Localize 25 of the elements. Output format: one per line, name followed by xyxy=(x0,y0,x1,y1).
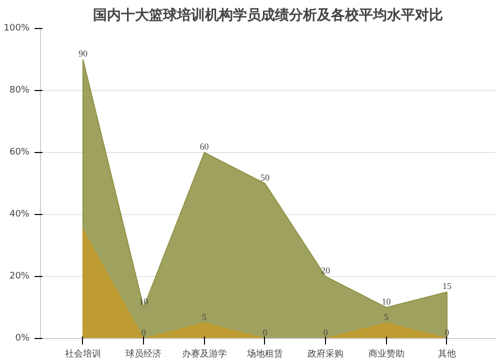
y-tick-label: 100% xyxy=(4,24,30,34)
data-label: 60 xyxy=(200,142,210,152)
x-tick-label: 球员经济 xyxy=(126,348,162,360)
data-label: 0 xyxy=(323,328,328,338)
x-tick-label: 商业赞助 xyxy=(368,348,404,360)
data-label: 50 xyxy=(260,172,270,182)
y-tick-label: 0% xyxy=(15,334,30,344)
y-tick-label: 80% xyxy=(9,86,30,96)
x-tick-label: 其他 xyxy=(438,348,456,360)
data-label: 0 xyxy=(141,328,146,338)
y-tick-label: 20% xyxy=(9,272,30,282)
data-label: 5 xyxy=(202,312,208,322)
x-tick-label: 场地租赁 xyxy=(246,348,283,360)
data-label: 5 xyxy=(384,312,390,322)
x-tick-label: 办赛及游学 xyxy=(182,348,227,360)
data-label: 20 xyxy=(321,266,331,276)
x-tick-label: 政府采购 xyxy=(308,348,344,360)
chart-title: 国内十大篮球培训机构学员成绩分析及各校平均水平对比 xyxy=(93,6,443,24)
data-label: 0 xyxy=(262,328,268,338)
y-tick-label: 60% xyxy=(9,148,30,158)
data-label: 15 xyxy=(442,281,452,291)
data-label: 90 xyxy=(78,48,88,58)
x-tick-label: 社会培训 xyxy=(64,348,101,360)
y-tick-label: 40% xyxy=(9,210,30,220)
data-label: 10 xyxy=(382,296,392,306)
